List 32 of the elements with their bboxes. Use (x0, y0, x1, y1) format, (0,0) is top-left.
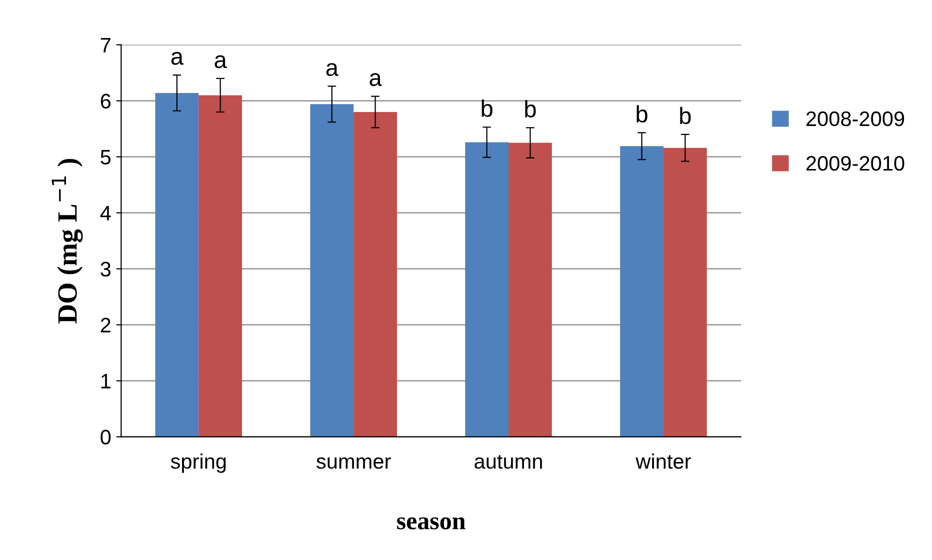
y-tick-label: 4 (100, 206, 111, 220)
y-tick-label: 6 (100, 94, 111, 109)
bar (310, 104, 354, 437)
x-tick-label: winter (636, 453, 691, 469)
y-tick-label: 0 (100, 430, 111, 445)
annotation: b (482, 100, 492, 117)
y-tick-label: 5 (100, 150, 111, 165)
legend-label: 2009-2010 (806, 156, 904, 171)
y-tick-label: 3 (100, 262, 111, 277)
y-tick-label: 7 (100, 38, 110, 52)
bar (198, 95, 242, 437)
annotation: a (370, 73, 382, 86)
bar (155, 92, 199, 437)
y-axis-title: DO (mg L$^{−1}$ ) (52, 158, 83, 324)
x-tick-label: spring (170, 453, 226, 473)
bar (620, 146, 664, 437)
y-tick-label: 1 (101, 374, 110, 388)
legend-label: 2008-2009 (806, 111, 904, 126)
annotation: a (326, 63, 338, 76)
annotation: b (525, 100, 536, 118)
bar (465, 142, 509, 437)
annotation: b (680, 106, 691, 124)
annotation: a (171, 52, 184, 65)
annotation: b (636, 105, 648, 122)
annotation: a (214, 55, 227, 68)
x-tick-label: summer (316, 457, 391, 469)
y-tick-label: 2 (100, 318, 110, 332)
x-tick-label: autumn (474, 455, 542, 469)
bar (663, 148, 707, 437)
bar (354, 112, 397, 437)
bar (508, 142, 552, 437)
x-axis-title: season (397, 517, 466, 530)
